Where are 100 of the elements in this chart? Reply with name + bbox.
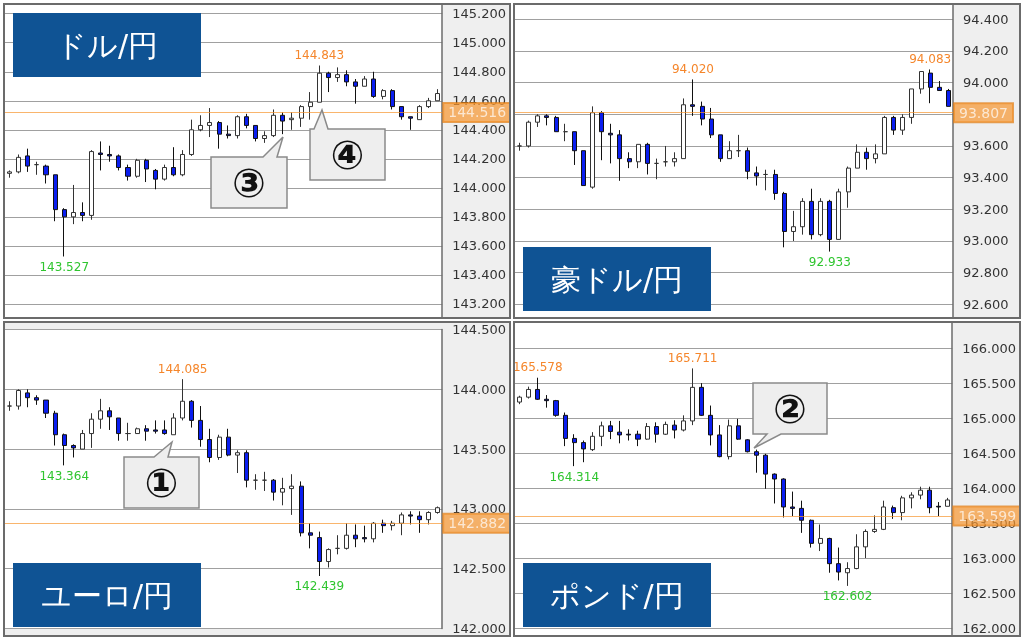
candlestick xyxy=(43,164,49,184)
candlestick xyxy=(244,113,249,129)
candlestick xyxy=(881,500,886,531)
candlestick xyxy=(919,71,924,95)
candlestick xyxy=(426,510,431,525)
candlestick xyxy=(125,164,131,182)
candlestick xyxy=(426,97,431,109)
candlestick xyxy=(681,97,686,160)
candlestick xyxy=(116,417,121,442)
candlestick xyxy=(836,547,841,581)
candlestick xyxy=(180,378,185,421)
y-tick-label: 93.600 xyxy=(963,138,1009,154)
y-tick-label: 144.800 xyxy=(452,64,507,80)
candlestick xyxy=(873,143,878,164)
candlestick xyxy=(217,120,222,150)
candlestick xyxy=(709,107,714,139)
candlestick xyxy=(863,528,868,559)
y-tick-label: 145.200 xyxy=(452,6,507,22)
candlestick xyxy=(572,433,577,467)
candlestick xyxy=(617,129,622,182)
candlestick xyxy=(727,140,732,160)
y-tick-label: 165.000 xyxy=(962,410,1017,426)
candlestick xyxy=(289,111,294,131)
candlestick xyxy=(435,506,440,515)
y-tick-label: 164.000 xyxy=(962,480,1017,496)
candlestick xyxy=(353,523,358,548)
candlestick xyxy=(553,399,559,418)
annotation: 142.439 xyxy=(294,579,345,594)
y-tick-label: 142.500 xyxy=(452,561,507,577)
ref-line-label: 142.882 xyxy=(448,515,507,532)
candlestick xyxy=(544,394,549,409)
y-tick-label: 144.500 xyxy=(452,322,507,337)
candlestick xyxy=(663,145,668,168)
candlestick xyxy=(399,106,404,121)
candlestick xyxy=(645,422,650,441)
candlestick xyxy=(16,153,21,174)
candlestick xyxy=(563,123,568,142)
candlestick xyxy=(809,188,814,240)
candlestick xyxy=(745,438,750,453)
candlestick xyxy=(617,420,622,444)
candlestick xyxy=(727,419,732,460)
y-tick-label: 92.600 xyxy=(963,296,1009,312)
candlestick xyxy=(317,531,322,577)
candlestick xyxy=(189,119,194,157)
candlestick xyxy=(699,382,704,417)
y-tick-label: 144.000 xyxy=(452,180,507,196)
annotation: 162.602 xyxy=(822,589,873,604)
candlestick xyxy=(790,491,795,517)
candlestick xyxy=(590,431,595,452)
y-tick-label: 166.000 xyxy=(962,340,1017,356)
candlestick xyxy=(626,428,631,442)
candlestick xyxy=(308,522,313,549)
candlestick xyxy=(818,523,823,552)
candlestick xyxy=(672,151,677,168)
text: ポンド/円 xyxy=(550,577,684,613)
candlestick xyxy=(608,123,613,164)
candlestick xyxy=(25,388,30,408)
text: ドル/円 xyxy=(55,27,159,63)
y-tick-label: 94.000 xyxy=(963,75,1009,91)
candlestick xyxy=(645,142,650,175)
candlestick xyxy=(362,75,367,87)
candlestick xyxy=(754,449,759,474)
annotation: 144.843 xyxy=(294,48,345,63)
y-tick-label: 143.500 xyxy=(452,441,507,457)
candlestick xyxy=(736,418,741,441)
candlestick xyxy=(144,424,149,442)
candlestick xyxy=(153,419,158,435)
candlestick xyxy=(872,514,877,534)
candlestick xyxy=(162,419,167,436)
annotation: 144.085 xyxy=(157,361,208,376)
annotation: 164.314 xyxy=(549,469,600,484)
candlestick xyxy=(809,519,814,549)
candlestick xyxy=(408,510,413,525)
candlestick xyxy=(207,107,212,138)
candlestick xyxy=(16,388,21,411)
annotation: 143.527 xyxy=(39,259,90,274)
candlestick xyxy=(408,116,413,131)
candlestick xyxy=(736,134,741,158)
candlestick xyxy=(800,197,805,236)
candlestick xyxy=(909,491,914,509)
candlestick xyxy=(827,537,832,574)
candlestick xyxy=(781,477,786,518)
candlestick xyxy=(326,547,331,568)
candlestick xyxy=(718,134,723,163)
y-tick-label: 144.000 xyxy=(452,381,507,397)
candlestick xyxy=(253,124,258,142)
candlestick xyxy=(900,113,905,136)
candlestick xyxy=(526,386,531,400)
candlestick xyxy=(344,522,349,551)
candlestick xyxy=(217,434,222,461)
candlestick xyxy=(107,406,112,431)
candlestick xyxy=(928,68,933,104)
candlestick xyxy=(846,166,851,209)
candlestick xyxy=(399,511,404,536)
candlestick xyxy=(599,110,604,161)
candlestick xyxy=(371,71,376,99)
candlestick xyxy=(62,207,67,257)
candlestick xyxy=(371,521,376,543)
candlestick xyxy=(25,148,30,173)
candlestick xyxy=(98,140,103,171)
